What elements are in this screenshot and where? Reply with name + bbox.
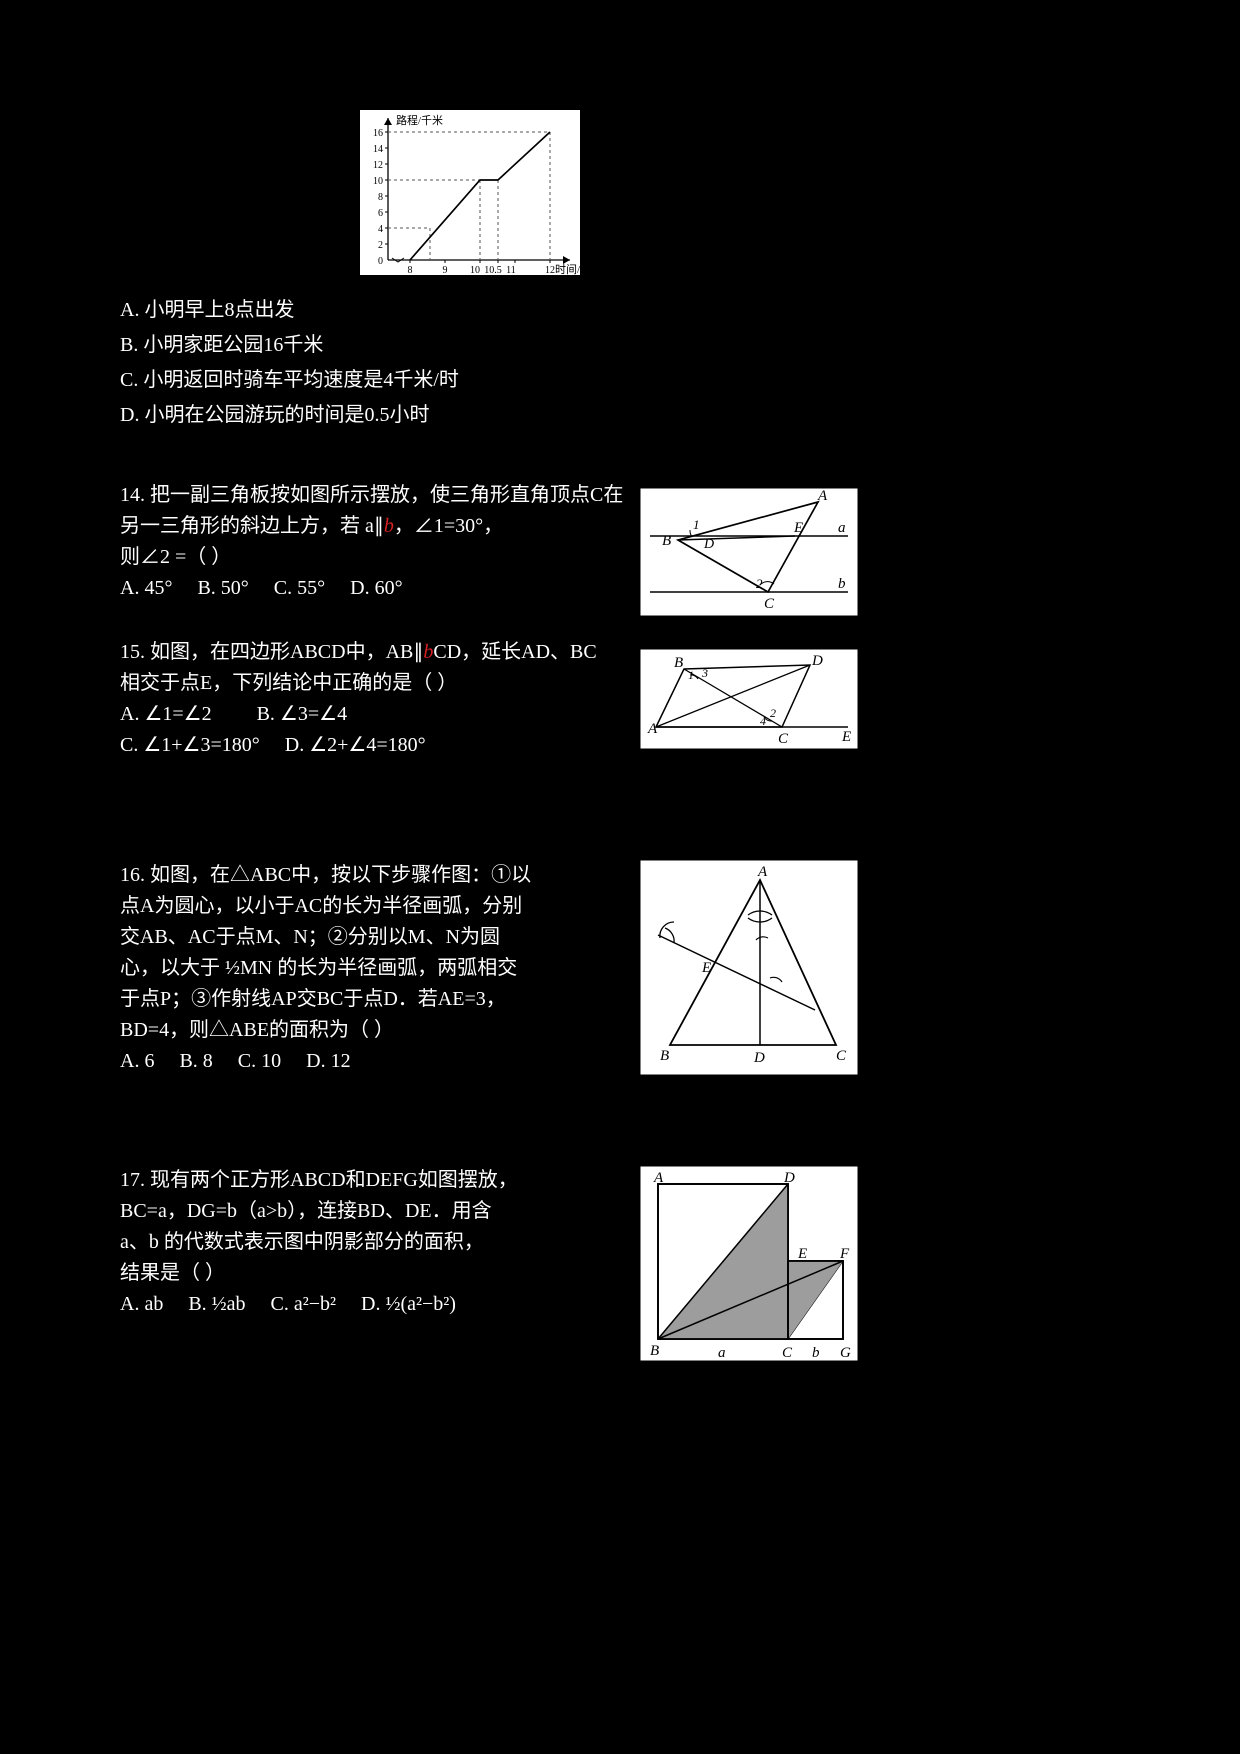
q13-option-a: A. 小明早上8点出发 bbox=[120, 295, 1120, 326]
svg-text:D: D bbox=[783, 1170, 795, 1186]
q17-opt-b: B. ½ab bbox=[188, 1293, 245, 1315]
svg-text:9: 9 bbox=[443, 265, 448, 275]
svg-text:B: B bbox=[660, 1048, 669, 1064]
q16-s4: 心，以大于 ½MN 的长为半径画弧，两弧相交 bbox=[120, 957, 517, 979]
q16-opt-a: A. 6 bbox=[120, 1050, 154, 1072]
q14-opt-b: B. 50° bbox=[197, 577, 248, 599]
svg-text:2: 2 bbox=[756, 576, 763, 591]
q14-stem-2a: 另一三角形的斜边上方，若 a∥ bbox=[120, 515, 384, 537]
q15-opt-d: D. ∠2+∠4=180° bbox=[285, 734, 426, 756]
svg-text:8: 8 bbox=[408, 265, 413, 275]
q17-opt-c: C. a²−b² bbox=[271, 1293, 337, 1315]
q14-opt-d: D. 60° bbox=[350, 577, 402, 599]
q16-s1: 16. 如图，在△ABC中，按以下步骤作图：①以 bbox=[120, 864, 531, 886]
svg-text:4: 4 bbox=[760, 714, 766, 728]
svg-text:b: b bbox=[838, 576, 846, 592]
q15-stem-1a: 15. 如图，在四边形ABCD中，AB∥ bbox=[120, 641, 423, 663]
svg-text:时间/时: 时间/时 bbox=[555, 263, 580, 275]
svg-text:a: a bbox=[718, 1345, 726, 1361]
svg-text:10: 10 bbox=[373, 176, 383, 187]
svg-text:F: F bbox=[839, 1246, 850, 1262]
q17-opt-d: D. ½(a²−b²) bbox=[361, 1293, 456, 1315]
q15-opt-a: A. ∠1=∠2 bbox=[120, 703, 212, 725]
svg-text:A: A bbox=[647, 721, 658, 737]
svg-text:10: 10 bbox=[470, 265, 480, 275]
svg-text:B: B bbox=[674, 655, 683, 671]
svg-text:D: D bbox=[703, 537, 714, 552]
figure-q17: A D B C E F G a b bbox=[640, 1166, 858, 1361]
q13-option-d: D. 小明在公园游玩的时间是0.5小时 bbox=[120, 400, 1120, 431]
q14-stem-1: 14. 把一副三角板按如图所示摆放，使三角形直角顶点C在 bbox=[120, 484, 623, 506]
svg-text:a: a bbox=[838, 520, 846, 536]
svg-text:A: A bbox=[757, 864, 768, 880]
svg-text:B: B bbox=[662, 533, 671, 549]
q17-s4: 结果是（ ） bbox=[120, 1262, 225, 1284]
svg-text:12: 12 bbox=[373, 160, 383, 171]
figure-q15: 1 3 2 4 A B C D E bbox=[640, 649, 858, 749]
distance-time-graph: 0 2 4 6 8 10 12 14 16 8 9 10 10.5 11 12 bbox=[360, 110, 580, 275]
svg-text:A: A bbox=[817, 488, 828, 504]
q15-opt-b: B. ∠3=∠4 bbox=[257, 703, 347, 725]
svg-text:C: C bbox=[778, 731, 789, 747]
q16-s3: 交AB、AC于点M、N；②分别以M、N为圆 bbox=[120, 926, 500, 948]
q17-s2: BC=a，DG=b（a>b），连接BD、DE．用含 bbox=[120, 1200, 492, 1222]
svg-text:C: C bbox=[836, 1048, 847, 1064]
figure-q14: A B C D E a b 1 2 bbox=[640, 488, 858, 616]
q15-stem-1c: CD，延长AD、BC bbox=[433, 641, 596, 663]
svg-text:E: E bbox=[701, 960, 711, 976]
svg-text:A: A bbox=[653, 1170, 664, 1186]
q15-b-red: b bbox=[423, 641, 433, 663]
q13-option-c: C. 小明返回时骑车平均速度是4千米/时 bbox=[120, 365, 1120, 396]
svg-text:16: 16 bbox=[373, 128, 383, 139]
svg-text:D: D bbox=[811, 653, 823, 669]
svg-text:0: 0 bbox=[378, 256, 383, 267]
svg-text:2: 2 bbox=[378, 240, 383, 251]
svg-text:2: 2 bbox=[770, 706, 776, 720]
svg-text:B: B bbox=[650, 1343, 659, 1359]
svg-text:C: C bbox=[764, 596, 775, 612]
q17-opt-a: A. ab bbox=[120, 1293, 163, 1315]
q15-opt-c: C. ∠1+∠3=180° bbox=[120, 734, 260, 756]
q15-stem-2: 相交于点E，下列结论中正确的是（ ） bbox=[120, 672, 457, 694]
svg-text:C: C bbox=[782, 1345, 793, 1361]
q16-opt-d: D. 12 bbox=[306, 1050, 350, 1072]
q14-stem-3: 则∠2 =（ ） bbox=[120, 546, 231, 568]
svg-text:4: 4 bbox=[378, 224, 383, 235]
svg-text:路程/千米: 路程/千米 bbox=[396, 114, 443, 127]
question-17: 17. 现有两个正方形ABCD和DEFG如图摆放， BC=a，DG=b（a>b）… bbox=[120, 1165, 630, 1320]
svg-text:D: D bbox=[753, 1050, 765, 1066]
q16-s2: 点A为圆心，以小于AC的长为半径画弧，分别 bbox=[120, 895, 522, 917]
q16-s6: BD=4，则△ABE的面积为（ ） bbox=[120, 1019, 394, 1041]
svg-text:12: 12 bbox=[545, 265, 555, 275]
q14-b-red: b bbox=[384, 515, 394, 537]
q17-s1: 17. 现有两个正方形ABCD和DEFG如图摆放， bbox=[120, 1169, 518, 1191]
q17-s3: a、b 的代数式表示图中阴影部分的面积， bbox=[120, 1231, 484, 1253]
svg-text:G: G bbox=[840, 1345, 851, 1361]
svg-text:E: E bbox=[793, 520, 803, 536]
svg-text:3: 3 bbox=[701, 666, 708, 680]
q14-opt-a: A. 45° bbox=[120, 577, 172, 599]
svg-text:6: 6 bbox=[378, 208, 383, 219]
q13-option-b: B. 小明家距公园16千米 bbox=[120, 330, 1120, 361]
q14-opt-c: C. 55° bbox=[274, 577, 325, 599]
svg-text:11: 11 bbox=[506, 265, 516, 275]
question-16: 16. 如图，在△ABC中，按以下步骤作图：①以 点A为圆心，以小于AC的长为半… bbox=[120, 860, 630, 1077]
question-14: 14. 把一副三角板按如图所示摆放，使三角形直角顶点C在 另一三角形的斜边上方，… bbox=[120, 480, 630, 604]
q16-opt-b: B. 8 bbox=[179, 1050, 212, 1072]
svg-text:10.5: 10.5 bbox=[484, 265, 502, 275]
q14-stem-2c: ，∠1=30°， bbox=[394, 515, 503, 537]
question-15: 15. 如图，在四边形ABCD中，AB∥bCD，延长AD、BC 相交于点E，下列… bbox=[120, 637, 630, 761]
svg-text:b: b bbox=[812, 1345, 820, 1361]
figure-q16: E A B C D bbox=[640, 860, 858, 1075]
svg-text:1: 1 bbox=[693, 517, 700, 532]
q16-s5: 于点P；③作射线AP交BC于点D．若AE=3， bbox=[120, 988, 506, 1010]
svg-text:8: 8 bbox=[378, 192, 383, 203]
svg-text:14: 14 bbox=[373, 144, 383, 155]
svg-text:E: E bbox=[797, 1246, 807, 1262]
q16-opt-c: C. 10 bbox=[238, 1050, 281, 1072]
svg-text:E: E bbox=[841, 729, 851, 745]
